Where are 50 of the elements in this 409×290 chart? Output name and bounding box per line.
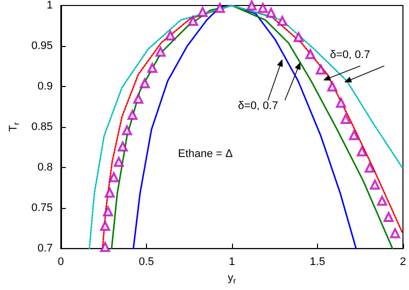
y-tick-label: 0.8: [38, 162, 53, 174]
point: [133, 94, 144, 104]
point: [127, 110, 138, 120]
y-tick-label: 0.95: [31, 40, 53, 52]
point: [327, 82, 338, 92]
point: [390, 228, 400, 238]
point: [118, 142, 128, 152]
point: [103, 206, 114, 216]
point: [165, 30, 176, 40]
point: [336, 98, 346, 108]
y-axis-title: Tr: [8, 122, 21, 132]
annotation: δ=0, 0.7: [330, 49, 370, 61]
x-tick-label: 0.5: [138, 256, 154, 268]
x-tick-label: 2: [400, 256, 406, 268]
point: [316, 64, 326, 75]
point: [100, 220, 110, 231]
point: [384, 212, 394, 222]
point: [100, 242, 110, 252]
x-tick-label: 1: [228, 256, 235, 268]
y-tick-label: 1: [46, 0, 53, 12]
point: [266, 8, 276, 18]
point: [305, 49, 316, 60]
point: [108, 172, 119, 182]
annotation: Ethane = Δ: [178, 148, 233, 160]
y-tick-label: 0.7: [38, 242, 53, 255]
point: [198, 6, 208, 17]
point: [340, 114, 351, 124]
point: [277, 16, 288, 26]
point: [294, 32, 304, 42]
point: [364, 162, 375, 173]
point: [370, 180, 380, 190]
y-tick-label: 0.9: [38, 80, 53, 93]
point: [140, 78, 150, 88]
point: [114, 156, 124, 167]
point: [104, 188, 115, 198]
point: [188, 16, 198, 26]
x-tick-label: 0: [58, 256, 64, 268]
point: [156, 46, 166, 57]
point: [377, 196, 388, 206]
point: [246, 0, 257, 10]
annotation: δ=0, 0.7: [238, 100, 278, 112]
y-tick-label: 0.85: [31, 121, 53, 134]
y-tick-label: 0.75: [31, 202, 53, 214]
point: [356, 146, 367, 156]
point: [258, 2, 268, 13]
x-tick-label: 1.5: [310, 256, 326, 268]
point: [147, 62, 158, 73]
point: [349, 130, 360, 140]
point: [122, 125, 132, 136]
point: [214, 2, 225, 13]
